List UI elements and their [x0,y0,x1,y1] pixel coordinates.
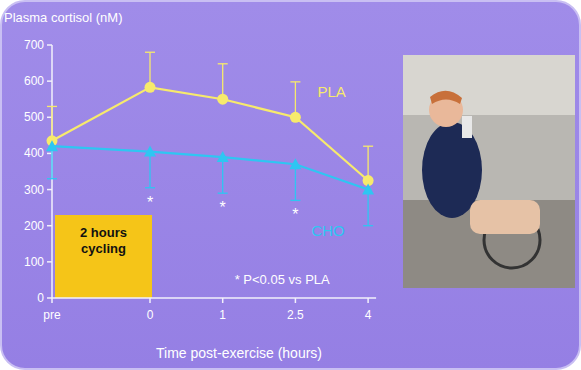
cycling-box-rect [55,215,152,298]
y-tick [47,44,52,46]
series-label: CHO [311,222,344,239]
error-cap [363,225,373,226]
y-axis [51,45,53,298]
x-tick-label: 2.5 [287,308,304,322]
x-tick-label: pre [43,308,61,322]
significance-note: * P<0.05 vs PLA [235,272,330,287]
error-cap [47,106,57,107]
photo-leg [470,200,540,234]
error-bar [218,157,228,193]
x-tick [51,298,53,303]
y-tick-label: 300 [24,183,44,197]
significance-label: * [220,199,226,216]
error-bar [145,152,155,188]
marker [362,184,374,195]
x-tick [222,298,224,303]
error-cap [363,146,373,147]
error-cap [290,200,300,201]
error-stem [149,152,150,188]
marker [46,140,58,151]
chart: 2 hourscycling 0 100 200 300 400 500 600 700 pre 0… [0,0,581,370]
y-tick [47,261,52,263]
error-stem [367,190,368,226]
error-cap [145,52,155,53]
y-tick-label: 700 [24,38,44,52]
cycling-box-label: 2 hourscycling [80,225,127,256]
marker [217,151,229,162]
cycling-box: 2 hourscycling [55,215,152,298]
error-stem [295,164,296,200]
x-tick-label: 0 [147,308,154,322]
series-line [52,146,368,189]
series-line [52,87,368,180]
y-tick [47,153,52,155]
y-tick [47,189,52,191]
x-tick [367,298,369,303]
photo-bottle [462,116,472,138]
significance-label: * [292,206,298,223]
photo [403,55,575,288]
error-cap [47,178,57,179]
error-cap [145,187,155,188]
y-tick-label: 100 [24,255,44,269]
x-tick-label: 4 [365,308,372,322]
photo-wall [403,55,575,115]
series-label: PLA [317,83,345,100]
marker [144,146,156,157]
panel [1,1,580,369]
marker [289,158,301,169]
error-cap [290,81,300,82]
y-tick-label: 200 [24,219,44,233]
x-axis [52,297,376,299]
error-cap [218,63,228,64]
y-tick [47,117,52,119]
marker [290,112,301,123]
significance-label: * [147,194,153,211]
y-tick [47,225,52,227]
error-stem [222,157,223,193]
cycling-box-line: 2 hours [80,225,127,240]
x-axis-label: Time post-exercise (hours) [156,345,322,361]
plot-area [46,52,374,225]
photo-bg [403,55,575,288]
marker [217,94,228,105]
y-axis-label: Plasma cortisol (nM) [4,10,122,25]
y-tick [47,80,52,82]
x-tick-label: 1 [219,308,226,322]
marker [145,82,156,93]
photo-hair [430,91,462,104]
y-tick-label: 600 [24,74,44,88]
error-bar [290,164,300,200]
x-tick [295,298,297,303]
cycling-box-line: cycling [81,241,126,256]
x-tick [149,298,151,303]
y-tick-label: 500 [24,110,44,124]
y-tick-label: 400 [24,146,44,160]
y-tick-label: 0 [37,291,44,305]
error-bar [363,190,373,226]
error-cap [218,193,228,194]
photo-floor [403,200,575,288]
